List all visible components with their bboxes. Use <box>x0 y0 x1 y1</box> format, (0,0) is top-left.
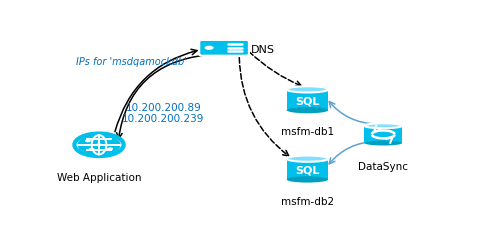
Text: DataSync: DataSync <box>358 162 407 172</box>
Circle shape <box>74 134 123 156</box>
Ellipse shape <box>286 86 327 92</box>
Ellipse shape <box>286 155 327 162</box>
Text: msfm-db1: msfm-db1 <box>280 128 333 137</box>
FancyBboxPatch shape <box>199 40 248 56</box>
Circle shape <box>85 140 91 142</box>
Circle shape <box>107 147 113 150</box>
Text: msfm-db2: msfm-db2 <box>280 197 333 207</box>
Ellipse shape <box>286 107 327 113</box>
Polygon shape <box>286 89 327 110</box>
Text: Web Application: Web Application <box>57 173 141 182</box>
Circle shape <box>96 143 102 146</box>
Text: 10.200.200.89
10.200.200.239: 10.200.200.89 10.200.200.239 <box>122 103 204 124</box>
Text: DNS: DNS <box>250 45 274 54</box>
Text: IPs for 'msdqamockdb': IPs for 'msdqamockdb' <box>76 57 187 67</box>
Circle shape <box>88 148 95 151</box>
Text: SQL: SQL <box>295 166 319 176</box>
Text: SQL: SQL <box>295 97 319 106</box>
Ellipse shape <box>286 176 327 182</box>
Ellipse shape <box>364 141 401 146</box>
Circle shape <box>77 135 121 155</box>
Polygon shape <box>364 126 401 143</box>
Circle shape <box>204 46 213 50</box>
Polygon shape <box>286 159 327 180</box>
Ellipse shape <box>364 123 401 128</box>
